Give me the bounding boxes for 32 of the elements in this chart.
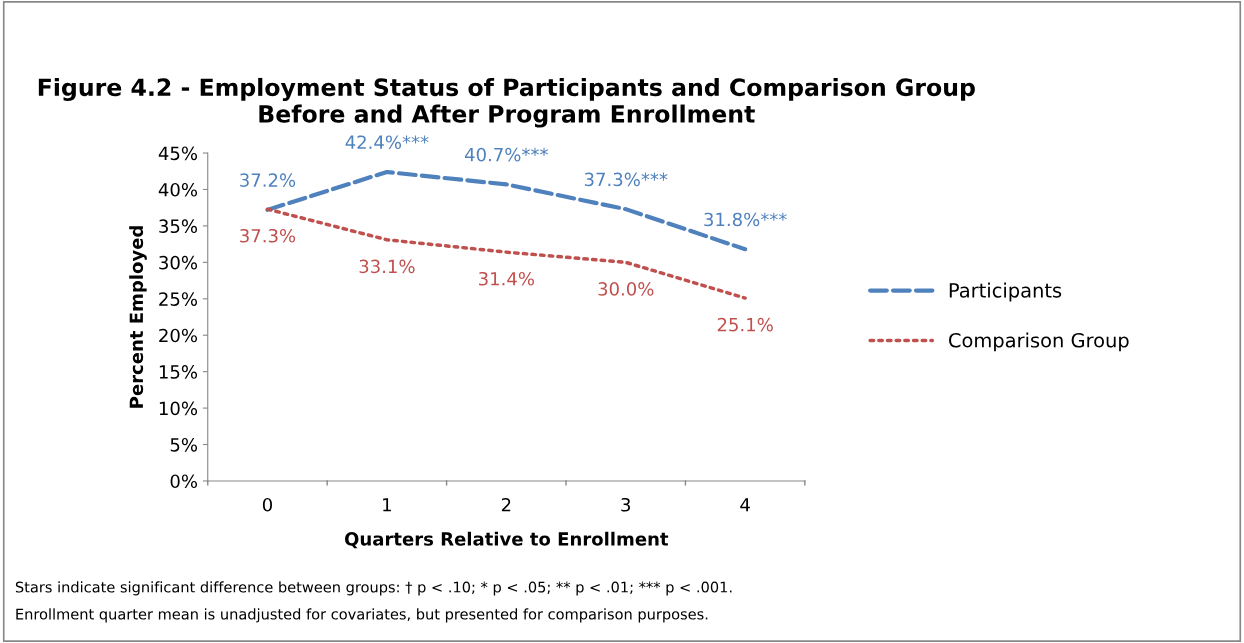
- data-label: 40.7%***: [464, 147, 548, 162]
- data-label: 30.0%: [598, 282, 654, 296]
- y-tick-label: 5%: [170, 437, 198, 452]
- data-label: 37.3%: [240, 228, 296, 243]
- x-tick-label: 3: [621, 497, 631, 512]
- y-tick-label: 20%: [159, 328, 198, 343]
- x-tick-label: 1: [383, 498, 391, 512]
- y-tick-label: 15%: [159, 365, 198, 379]
- legend-label: Comparison Group: [949, 332, 1129, 352]
- y-axis-title: Percent Employed: [129, 226, 147, 408]
- y-tick-label: 25%: [159, 292, 198, 306]
- y-tick-label: 30%: [159, 255, 198, 270]
- x-tick-label: 4: [740, 498, 750, 512]
- y-tick-label: 40%: [158, 182, 198, 197]
- text: Stars indicate significant difference between groups: † p < .10; * p < .05; ** p < .01; *** p < .001.: [15, 581, 732, 596]
- data-label: 33.1%: [359, 259, 415, 274]
- y-tick-label: 0%: [170, 474, 198, 489]
- y-tick-label: 45%: [158, 146, 198, 161]
- data-label: 37.3%***: [584, 172, 668, 187]
- x-tick-label: 2: [501, 497, 511, 512]
- data-label: 37.2%: [240, 173, 296, 187]
- y-tick-label: 35%: [159, 219, 198, 234]
- text: Enrollment quarter mean is unadjusted for covariates, but presented for comparison purposes.: [16, 608, 708, 623]
- data-label: 25.1%: [717, 317, 773, 332]
- data-label: 42.4%***: [345, 135, 429, 150]
- x-axis-title: Quarters Relative to Enrollment: [344, 531, 669, 549]
- data-label: 31.4%: [479, 271, 534, 286]
- x-tick-label: 0: [262, 497, 272, 512]
- y-tick-label: 10%: [159, 401, 198, 416]
- data-label: 31.8%***: [704, 212, 787, 227]
- legend-label: Participants: [949, 282, 1062, 302]
- chart-title: Figure 4.2 - Employment Status of Participants and Comparison Group Before and After Program Enrollment: [38, 77, 975, 128]
